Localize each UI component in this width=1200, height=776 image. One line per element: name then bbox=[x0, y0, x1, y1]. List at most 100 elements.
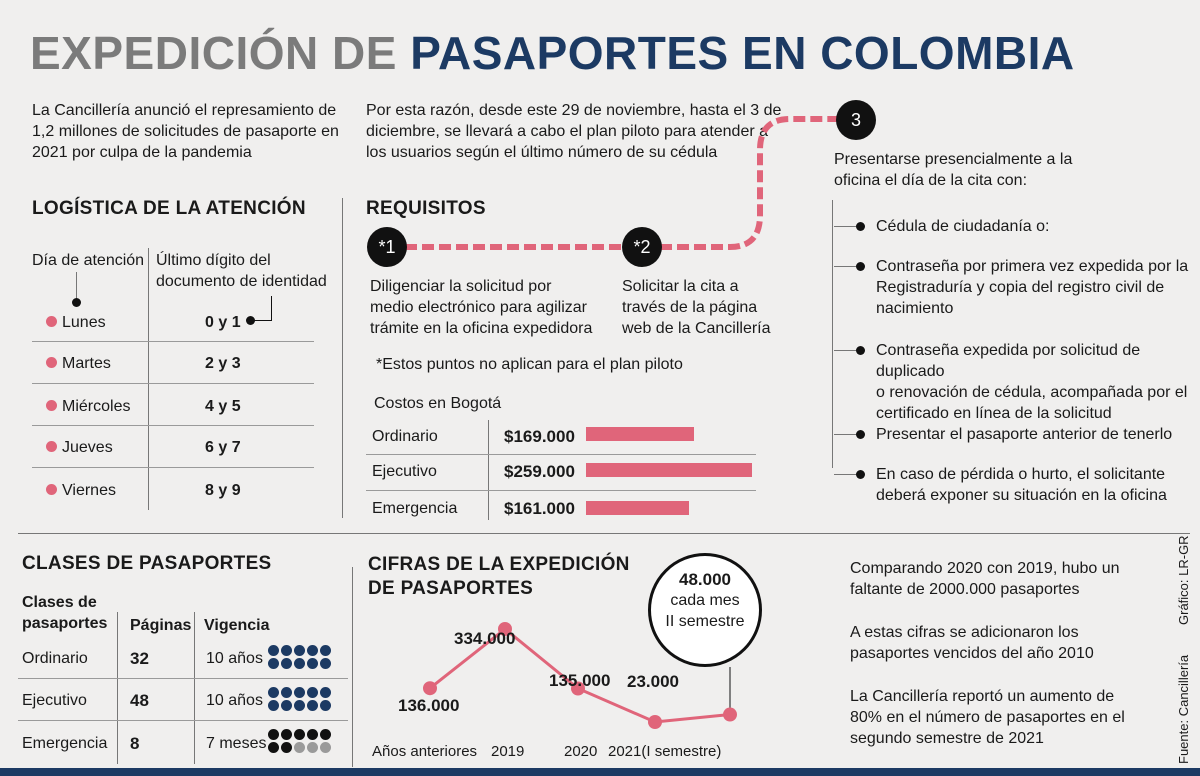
validity-dot bbox=[268, 687, 279, 698]
list-item: Cédula de ciudadanía o: bbox=[834, 216, 1200, 256]
validity-dot bbox=[281, 645, 292, 656]
logistica-col2-header: Último dígito del documento de identidad bbox=[156, 252, 327, 290]
data-point bbox=[498, 622, 512, 636]
step-3-text: Presentarse presencialmente a la oficina… bbox=[834, 151, 1073, 189]
costos-name: Ejecutivo bbox=[372, 463, 437, 480]
costos-name: Emergencia bbox=[372, 500, 458, 517]
cost-bar bbox=[586, 501, 689, 515]
data-point bbox=[423, 681, 437, 696]
requisitos-heading: REQUISITOS bbox=[366, 198, 486, 219]
pointer-dot bbox=[246, 316, 255, 325]
validity-dot bbox=[294, 658, 305, 669]
logistica-row: Miércoles bbox=[46, 396, 130, 417]
validity-dot bbox=[307, 658, 318, 669]
costos-price: $161.000 bbox=[504, 499, 575, 518]
validity-dot bbox=[320, 687, 331, 698]
validity-dot bbox=[294, 729, 305, 740]
validity-dot bbox=[307, 645, 318, 656]
note-3: La Cancillería reportó un aumento de 80%… bbox=[850, 688, 1125, 747]
list-bracket bbox=[832, 200, 833, 468]
clases-pages: 32 bbox=[130, 649, 149, 668]
x-tick-label: 2021(I semestre) bbox=[608, 743, 721, 760]
credit-graphic: Gráfico: LR-GR bbox=[1176, 535, 1191, 625]
validity-dot bbox=[281, 742, 292, 753]
validity-dot bbox=[281, 658, 292, 669]
intro-middle: Por esta razón, desde este 29 de noviemb… bbox=[366, 102, 782, 161]
clases-col3-header: Vigencia bbox=[204, 617, 270, 634]
validity-dot bbox=[307, 687, 318, 698]
validity-dot bbox=[294, 687, 305, 698]
logistica-col1-header: Día de atención bbox=[32, 252, 145, 269]
clases-col2-header: Páginas bbox=[130, 617, 192, 634]
bottom-bar bbox=[0, 768, 1200, 776]
page-title: EXPEDICIÓN DE PASAPORTES EN COLOMBIA bbox=[30, 26, 1075, 80]
credit-source: Fuente: Cancillería bbox=[1176, 654, 1191, 764]
validity-dot bbox=[294, 742, 305, 753]
data-point bbox=[723, 707, 737, 722]
data-point bbox=[571, 681, 585, 696]
validity-dot bbox=[320, 742, 331, 753]
validity-dot bbox=[320, 645, 331, 656]
costos-price: $169.000 bbox=[504, 427, 575, 446]
costos-heading: Costos en Bogotá bbox=[374, 395, 502, 412]
logistica-row: Lunes bbox=[46, 312, 106, 333]
requisitos-list: Cédula de ciudadanía o: Contraseña por p… bbox=[834, 216, 1200, 508]
logistica-heading: LOGÍSTICA DE LA ATENCIÓN bbox=[32, 198, 306, 219]
logistica-digits: 4 y 5 bbox=[205, 398, 241, 415]
clases-name: Emergencia bbox=[22, 735, 108, 752]
step-1-badge: *1 bbox=[367, 227, 407, 267]
logistica-row: Viernes bbox=[46, 480, 116, 501]
note-1: Comparando 2020 con 2019, hubo un faltan… bbox=[850, 560, 1120, 598]
step-2-badge: *2 bbox=[622, 227, 662, 267]
validity-dot bbox=[307, 742, 318, 753]
title-part2: PASAPORTES EN COLOMBIA bbox=[410, 27, 1075, 79]
validity-dot bbox=[307, 729, 318, 740]
clases-pages: 8 bbox=[130, 734, 140, 753]
note-2: A estas cifras se adicionaron los pasapo… bbox=[850, 624, 1094, 662]
clases-heading: CLASES DE PASAPORTES bbox=[22, 553, 272, 574]
validity-dot bbox=[307, 700, 318, 711]
validity-icons bbox=[268, 687, 331, 711]
validity-dot bbox=[281, 729, 292, 740]
logistica-digits: 6 y 7 bbox=[205, 439, 241, 456]
validity-dot bbox=[320, 658, 331, 669]
x-tick-label: 2020 bbox=[564, 743, 597, 760]
clases-col1-header: Clases de pasaportes bbox=[22, 594, 108, 632]
data-point bbox=[648, 715, 662, 729]
list-item: Presentar el pasaporte anterior de tener… bbox=[834, 424, 1200, 464]
data-label: 334.000 bbox=[454, 629, 515, 648]
costos-price: $259.000 bbox=[504, 462, 575, 481]
step-2-text: Solicitar la cita a través de la página … bbox=[622, 278, 771, 337]
divider-vertical bbox=[342, 198, 343, 518]
validity-icons bbox=[268, 729, 331, 753]
data-label: 135.000 bbox=[549, 671, 610, 690]
validity-dot bbox=[281, 700, 292, 711]
clases-pages: 48 bbox=[130, 691, 149, 710]
data-label: 23.000 bbox=[627, 672, 679, 691]
validity-icons bbox=[268, 645, 331, 669]
logistica-digits: 0 y 1 bbox=[205, 314, 241, 331]
x-tick-label: 2019 bbox=[491, 743, 524, 760]
validity-dot bbox=[294, 700, 305, 711]
section-divider bbox=[18, 533, 1190, 534]
requisitos-note: *Estos puntos no aplican para el plan pi… bbox=[376, 356, 683, 373]
logistica-row: Jueves bbox=[46, 437, 113, 458]
validity-dot bbox=[294, 645, 305, 656]
validity-dot bbox=[268, 658, 279, 669]
logistica-row: Martes bbox=[46, 353, 111, 374]
x-tick-label: Años anteriores bbox=[372, 743, 477, 760]
step-1-text: Diligenciar la solicitud por medio elect… bbox=[370, 278, 593, 337]
bubble-callout: 48.000 cada mes II semestre bbox=[648, 553, 762, 667]
clases-name: Ejecutivo bbox=[22, 692, 87, 709]
title-part1: EXPEDICIÓN DE bbox=[30, 27, 397, 79]
validity-dot bbox=[268, 729, 279, 740]
clases-validity: 10 años bbox=[206, 692, 263, 709]
logistica-digits: 2 y 3 bbox=[205, 355, 241, 372]
cifras-heading: CIFRAS DE LA EXPEDICIÓN DE PASAPORTES bbox=[368, 554, 630, 599]
validity-dot bbox=[281, 687, 292, 698]
list-item: En caso de pérdida o hurto, el solicitan… bbox=[834, 464, 1200, 508]
clases-validity: 10 años bbox=[206, 650, 263, 667]
clases-validity: 7 meses bbox=[206, 735, 267, 752]
